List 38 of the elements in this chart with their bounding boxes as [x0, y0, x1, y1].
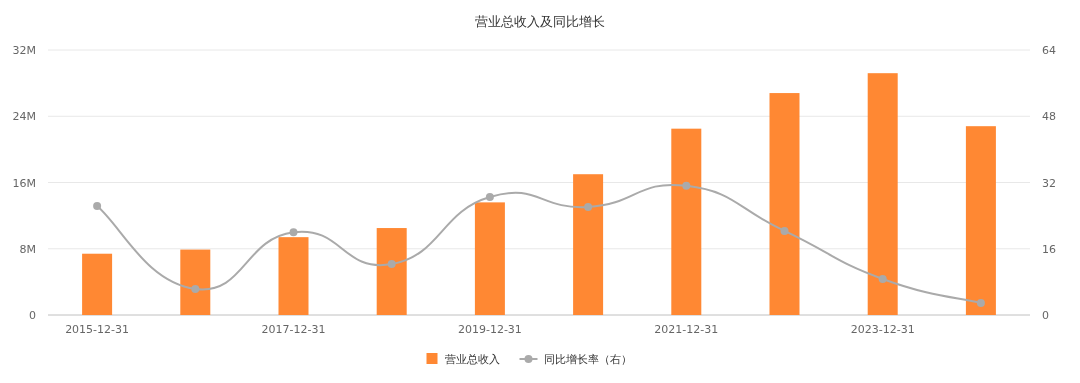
y2-tick-label: 64 [1042, 44, 1056, 57]
point [191, 284, 200, 293]
bar [671, 128, 702, 315]
y-tick-label: 24M [12, 110, 36, 124]
y-tick-label: 16M [12, 176, 36, 190]
bar [82, 253, 113, 315]
point [289, 228, 298, 237]
x-tick-label: 2023-12-31 [850, 323, 915, 336]
bar [474, 202, 505, 315]
bar [965, 126, 996, 315]
x-tick-label: 2019-12-31 [457, 323, 522, 336]
y-tick-label: 0 [29, 309, 36, 322]
bar [573, 174, 604, 315]
point [584, 202, 593, 211]
point [93, 202, 102, 211]
y2-tick-label: 48 [1042, 110, 1056, 124]
point [976, 298, 985, 307]
chart-title: 营业总收入及同比增长 [475, 14, 605, 29]
point [878, 274, 887, 283]
bar [278, 237, 309, 315]
x-tick-label: 2021-12-31 [654, 323, 719, 336]
bar [376, 228, 407, 315]
y2-tick-label: 32 [1042, 176, 1056, 190]
x-tick-label: 2017-12-31 [261, 323, 326, 336]
y-tick-label: 8M [19, 242, 36, 256]
y2-tick-label: 16 [1042, 242, 1056, 256]
y-tick-label: 32M [12, 44, 36, 57]
legend-label: 同比增长率（右） [543, 353, 632, 366]
point [780, 226, 789, 235]
x-tick-label: 2015-12-31 [65, 323, 130, 336]
bar [180, 249, 211, 315]
legend-label: 营业总收入 [444, 353, 500, 366]
bar [769, 93, 800, 315]
point [485, 192, 494, 201]
point [387, 260, 396, 269]
point [682, 181, 691, 190]
y2-tick-label: 0 [1042, 309, 1049, 322]
bar [867, 73, 898, 315]
